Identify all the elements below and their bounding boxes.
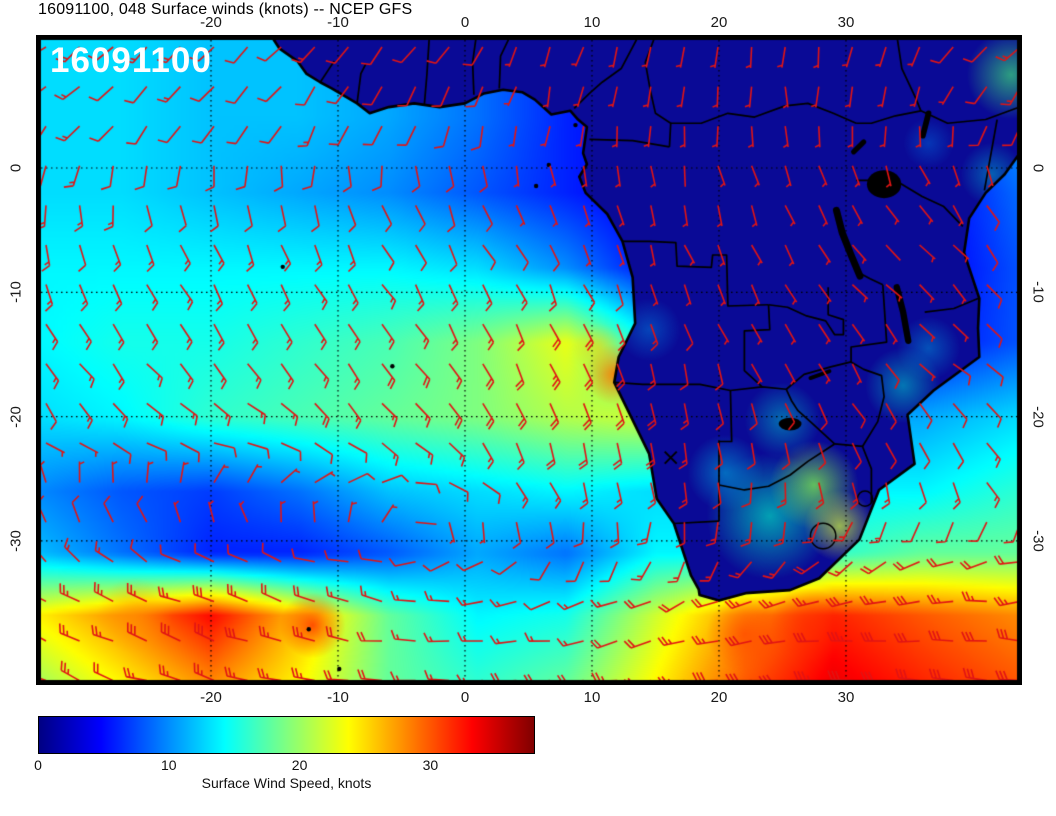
lon-tick-bottom: -20 bbox=[200, 689, 222, 706]
lat-tick-right: 0 bbox=[1029, 163, 1047, 173]
lon-tick-top: 30 bbox=[837, 14, 855, 31]
lon-tick-top: -20 bbox=[200, 14, 222, 31]
lat-tick-left: -10 bbox=[7, 281, 25, 304]
lon-tick-bottom: 30 bbox=[837, 689, 855, 706]
lon-tick-bottom: 20 bbox=[710, 689, 728, 706]
lat-tick-right: -30 bbox=[1029, 530, 1047, 552]
wind-field-canvas bbox=[36, 35, 1022, 685]
colorbar-label: Surface Wind Speed, knots bbox=[201, 775, 372, 791]
colorbar-tick: 10 bbox=[160, 757, 177, 773]
colorbar-tick: 0 bbox=[34, 757, 42, 773]
lat-tick-left: -30 bbox=[7, 530, 25, 552]
lon-tick-bottom: 0 bbox=[460, 689, 470, 706]
model-run-label: 16091100 bbox=[50, 41, 212, 80]
colorbar-tick: 20 bbox=[291, 757, 308, 773]
lon-tick-bottom: 10 bbox=[583, 689, 601, 706]
lon-tick-top: 0 bbox=[460, 14, 470, 31]
lat-tick-right: -10 bbox=[1029, 281, 1047, 304]
lat-tick-right: -20 bbox=[1029, 405, 1047, 428]
map-plot-area: 16091100 bbox=[36, 35, 1022, 685]
lon-tick-bottom: -10 bbox=[327, 689, 349, 706]
lon-tick-top: -10 bbox=[327, 14, 349, 31]
lon-tick-top: 20 bbox=[710, 14, 728, 31]
figure-title: 16091100, 048 Surface winds (knots) -- N… bbox=[38, 1, 413, 18]
colorbar-gradient bbox=[38, 716, 535, 754]
colorbar-tick: 30 bbox=[422, 757, 439, 773]
lon-tick-top: 10 bbox=[583, 14, 601, 31]
lat-tick-left: 0 bbox=[7, 163, 25, 173]
lat-tick-left: -20 bbox=[7, 405, 25, 428]
